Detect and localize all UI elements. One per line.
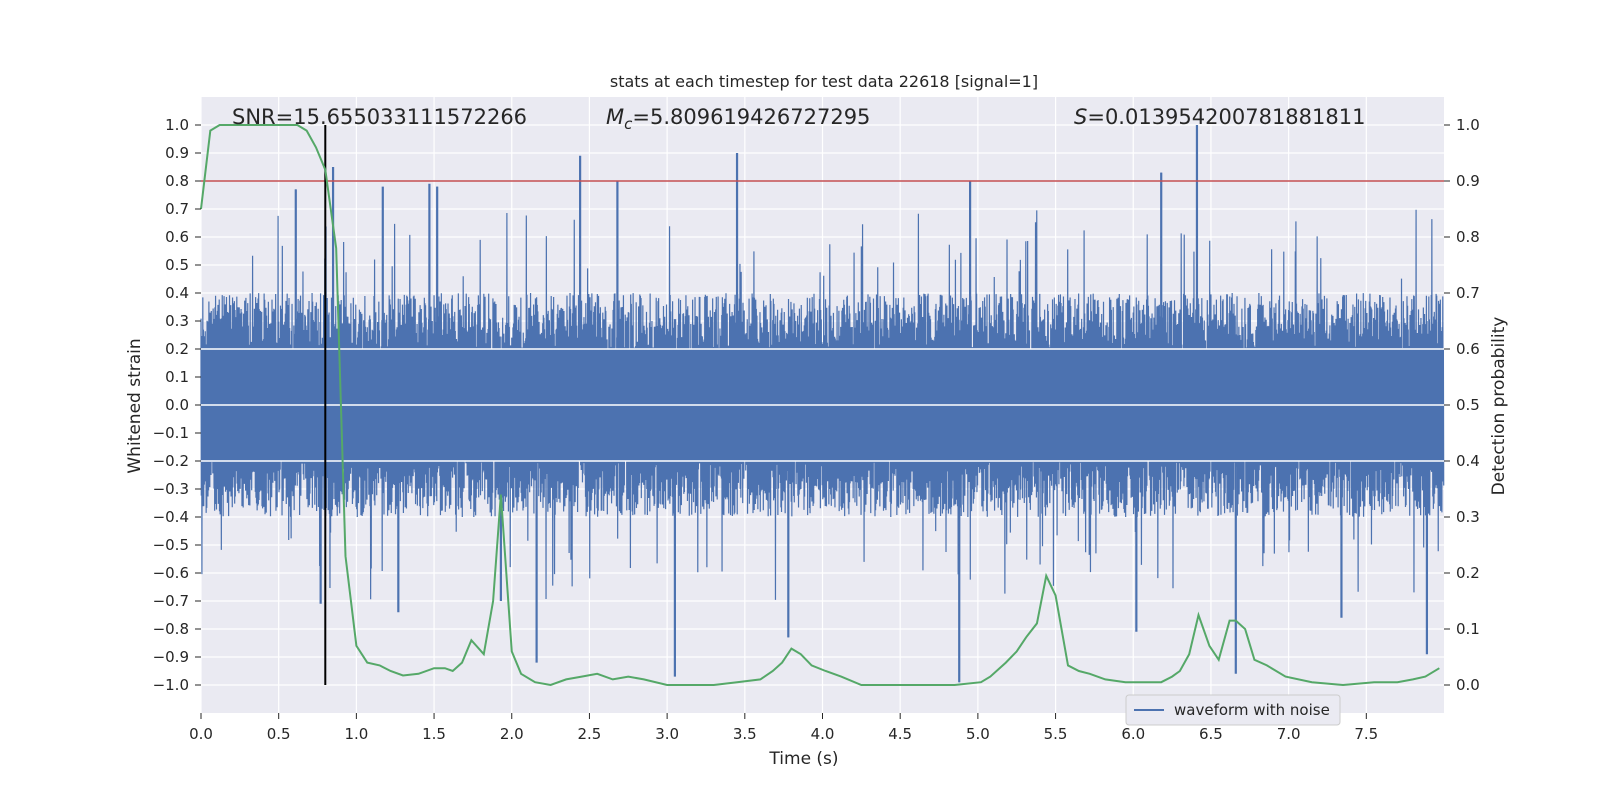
y-tick-label-left: 0.3 — [165, 312, 189, 330]
y-tick-label-left: 0.1 — [165, 368, 189, 386]
y-tick-label-left: 0.5 — [165, 256, 189, 274]
spin-annotation: S=0.013954200781881811 — [1074, 105, 1365, 129]
legend-label: waveform with noise — [1174, 701, 1330, 719]
x-tick-label: 3.0 — [655, 725, 679, 743]
y-tick-label-right: 0.6 — [1456, 340, 1480, 358]
y-tick-label-left: 0.0 — [165, 396, 189, 414]
chirp-mass-symbol: M — [606, 105, 624, 129]
y-tick-labels-right: 1.0 0.9 0.8 0.7 0.6 0.5 0.4 0.3 0.2 0.1 0.0 — [1444, 116, 1480, 694]
y-axis-label-right: Detection probability — [1489, 317, 1509, 496]
x-tick-label: 3.5 — [733, 725, 757, 743]
y-axis-label-left: Whitened strain — [125, 338, 145, 473]
y-tick-label-left: −0.1 — [153, 424, 189, 442]
waveform-series — [200, 124, 1445, 683]
x-tick-label: 4.0 — [811, 725, 835, 743]
probability-line — [200, 124, 1440, 687]
x-tick-label: 5.5 — [1044, 725, 1068, 743]
x-tick-label: 7.0 — [1277, 725, 1301, 743]
chirp-mass-value: =5.809619426727295 — [632, 105, 870, 129]
legend: waveform with noise — [1125, 694, 1341, 726]
y-tick-label-left: −0.4 — [153, 508, 189, 526]
x-tick-label: 6.5 — [1199, 725, 1223, 743]
y-tick-label-right: 1.0 — [1456, 116, 1480, 134]
x-tick-label: 2.0 — [500, 725, 524, 743]
y-tick-label-right: 0.2 — [1456, 564, 1480, 582]
chart-title: stats at each timestep for test data 226… — [610, 72, 1038, 91]
y-tick-label-left: −0.6 — [153, 564, 189, 582]
y-tick-label-left: −0.7 — [153, 592, 189, 610]
y-tick-label-left: −0.9 — [153, 648, 189, 666]
x-tick-label: 1.0 — [344, 725, 368, 743]
y-tick-label-left: 0.6 — [165, 228, 189, 246]
y-tick-label-right: 0.5 — [1456, 396, 1480, 414]
y-tick-label-left: 0.8 — [165, 172, 189, 190]
spin-symbol: S — [1074, 105, 1087, 129]
chirp-mass-subscript: c — [624, 115, 633, 133]
legend-box — [1125, 694, 1341, 726]
x-tick-label: 4.5 — [888, 725, 912, 743]
y-tick-label-left: −1.0 — [153, 676, 189, 694]
y-tick-label-left: 0.7 — [165, 200, 189, 218]
y-tick-label-left: 0.4 — [165, 284, 189, 302]
y-tick-label-left: −0.8 — [153, 620, 189, 638]
y-tick-label-right: 0.1 — [1456, 620, 1480, 638]
x-tick-labels: 0.0 0.5 1.0 1.5 2.0 2.5 3.0 3.5 4.0 4.5 5.0 5.5 6.0 6… — [189, 713, 1378, 743]
y-tick-label-left: 0.2 — [165, 340, 189, 358]
y-tick-label-right: 0.8 — [1456, 228, 1480, 246]
x-tick-label: 7.5 — [1354, 725, 1378, 743]
y-tick-label-right: 0.7 — [1456, 284, 1480, 302]
y-tick-label-right: 0.3 — [1456, 508, 1480, 526]
y-tick-label-left: −0.2 — [153, 452, 189, 470]
snr-annotation: SNR=15.655033111572266 — [232, 105, 527, 129]
spin-value: =0.013954200781881811 — [1087, 105, 1365, 129]
x-tick-label: 0.5 — [267, 725, 291, 743]
y-tick-label-right: 0.4 — [1456, 452, 1480, 470]
y-tick-label-left: −0.5 — [153, 536, 189, 554]
y-tick-label-left: 1.0 — [165, 116, 189, 134]
y-tick-label-right: 0.0 — [1456, 676, 1480, 694]
x-tick-label: 1.5 — [422, 725, 446, 743]
y-tick-label-left: −0.3 — [153, 480, 189, 498]
x-tick-label: 0.0 — [189, 725, 213, 743]
probability-series — [200, 124, 1440, 687]
x-tick-label: 6.0 — [1121, 725, 1145, 743]
y-tick-labels-left: 1.0 0.9 0.8 0.7 0.6 0.5 0.4 0.3 0.2 0.1 0.0 −0.1 −0.… — [153, 116, 201, 694]
x-tick-label: 5.0 — [966, 725, 990, 743]
y-tick-label-left: 0.9 — [165, 144, 189, 162]
x-axis-label: Time (s) — [768, 749, 838, 769]
y-tick-label-right: 0.9 — [1456, 172, 1480, 190]
x-tick-label: 2.5 — [578, 725, 602, 743]
chirp-mass-annotation: Mc=5.809619426727295 — [606, 105, 870, 133]
